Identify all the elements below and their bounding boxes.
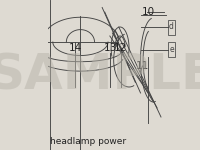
Text: 11: 11 bbox=[136, 61, 149, 71]
Text: SAMPLE: SAMPLE bbox=[0, 51, 200, 99]
Text: 10: 10 bbox=[142, 7, 155, 17]
Text: 13: 13 bbox=[104, 43, 117, 53]
Text: 12: 12 bbox=[114, 43, 127, 53]
Bar bbox=[168, 20, 175, 34]
Bar bbox=[168, 42, 175, 57]
Text: d: d bbox=[169, 22, 174, 32]
Text: e: e bbox=[169, 45, 174, 54]
Text: headlamp power: headlamp power bbox=[50, 136, 126, 146]
Text: 14: 14 bbox=[69, 43, 82, 53]
